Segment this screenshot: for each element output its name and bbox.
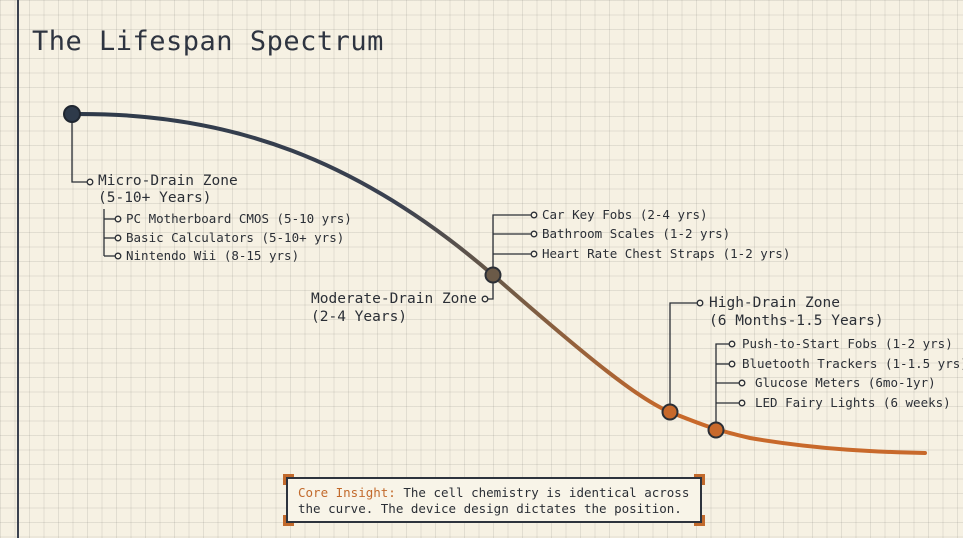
high-connectors bbox=[669, 302, 740, 430]
micro-zone-range: (5-10+ Years) bbox=[98, 190, 212, 206]
micro-item-3: Nintendo Wii (8-15 yrs) bbox=[126, 248, 300, 263]
lifespan-curve bbox=[70, 111, 927, 455]
high-zone-range: (6 Months-1.5 Years) bbox=[709, 313, 884, 329]
micro-item-1: PC Motherboard CMOS (5-10 yrs) bbox=[126, 211, 352, 226]
moderate-connector-dots bbox=[481, 211, 538, 303]
high-item-3: Glucose Meters (6mo-1yr) bbox=[755, 375, 936, 390]
moderate-zone-range: (2-4 Years) bbox=[311, 309, 408, 325]
corner-bracket bbox=[694, 474, 705, 485]
high-zone-title: High-Drain Zone bbox=[709, 295, 840, 311]
high-item-2: Bluetooth Trackers (1-1.5 yrs) bbox=[742, 356, 963, 371]
moderate-item-3: Heart Rate Chest Straps (1-2 yrs) bbox=[542, 246, 791, 261]
corner-bracket bbox=[283, 474, 294, 485]
moderate-zone-title: Moderate-Drain Zone bbox=[311, 291, 477, 307]
corner-bracket bbox=[283, 515, 294, 526]
micro-connector-dots bbox=[86, 178, 122, 260]
micro-zone-node bbox=[63, 105, 81, 123]
core-insight-box: Core Insight: The cell chemistry is iden… bbox=[283, 474, 705, 526]
corner-bracket bbox=[694, 515, 705, 526]
high-zone-node-2 bbox=[707, 421, 725, 439]
high-item-4: LED Fairy Lights (6 weeks) bbox=[755, 395, 951, 410]
page-title: The Lifespan Spectrum bbox=[32, 26, 384, 57]
micro-connectors bbox=[71, 114, 116, 257]
insight-text-1: The cell chemistry is identical across bbox=[395, 485, 690, 500]
moderate-zone-node bbox=[484, 266, 502, 284]
high-item-1: Push-to-Start Fobs (1-2 yrs) bbox=[742, 336, 953, 351]
insight-line-1: Core Insight: The cell chemistry is iden… bbox=[298, 485, 690, 501]
micro-zone-title: Micro-Drain Zone bbox=[98, 173, 238, 189]
high-zone-node-1 bbox=[661, 403, 679, 421]
insight-text-2: the curve. The device design dictates th… bbox=[298, 501, 682, 516]
high-connector-dots bbox=[696, 299, 746, 407]
moderate-item-1: Car Key Fobs (2-4 yrs) bbox=[542, 207, 708, 222]
moderate-item-2: Bathroom Scales (1-2 yrs) bbox=[542, 226, 731, 241]
moderate-connectors bbox=[488, 214, 532, 300]
micro-item-2: Basic Calculators (5-10+ yrs) bbox=[126, 230, 345, 245]
insight-label: Core Insight: bbox=[298, 485, 396, 500]
diagram-frame bbox=[17, 0, 961, 538]
